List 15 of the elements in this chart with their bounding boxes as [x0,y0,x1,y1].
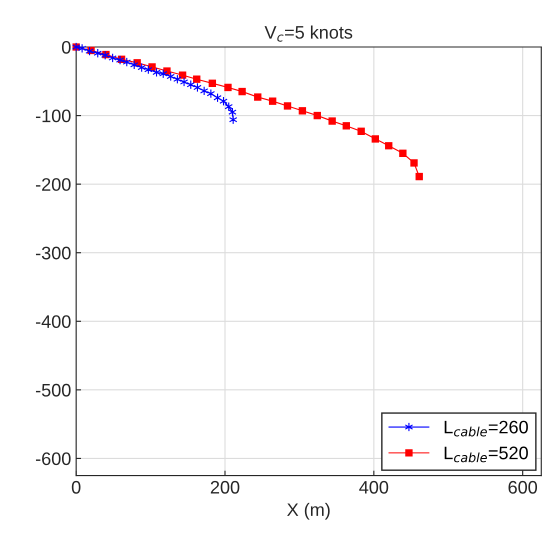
y-tick-label: -600 [36,452,71,466]
y-tick-label: 0 [62,40,71,54]
legend-label: L$_{cable}$=520 [444,446,528,462]
x-tick-label: 0 [72,480,80,494]
x-tick-label: 200 [210,480,240,494]
chart-title: V$_{c}$=5 knots [264,25,352,42]
x-tick-label: 600 [508,480,538,494]
y-tick-label: -300 [36,246,71,260]
x-axis-title: X (m) [287,502,330,520]
legend-label: L$_{cable}$=260 [444,420,528,436]
y-tick-label: -400 [36,315,71,328]
y-tick-label: -200 [36,178,71,191]
y-tick-label: -500 [36,384,71,397]
x-tick-label: 400 [359,480,388,494]
y-tick-label: -100 [36,110,71,122]
